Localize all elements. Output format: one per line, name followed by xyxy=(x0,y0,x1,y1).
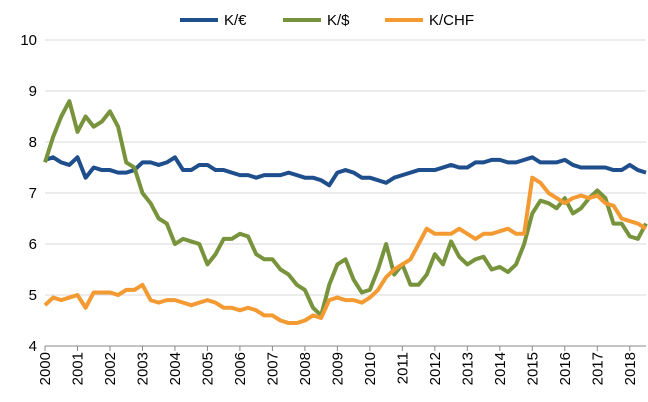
x-tick-label: 2011 xyxy=(394,352,411,384)
y-tick-label: 4 xyxy=(29,338,37,355)
y-tick-label: 6 xyxy=(29,236,37,253)
x-tick-label: 2002 xyxy=(102,352,119,385)
x-tick-label: 2001 xyxy=(69,352,86,385)
x-tick-label: 2016 xyxy=(557,352,574,385)
legend-label: K/$ xyxy=(327,12,350,29)
x-tick-label: 2006 xyxy=(232,352,249,385)
y-tick-label: 5 xyxy=(29,287,37,304)
x-tick-label: 2007 xyxy=(264,352,281,385)
x-tick-label: 2009 xyxy=(329,352,346,385)
series-line xyxy=(43,175,648,326)
x-tick-label: 2010 xyxy=(362,352,379,385)
x-tick-label: 2017 xyxy=(589,352,606,385)
x-tick-label: 2013 xyxy=(459,352,476,385)
y-tick-label: 8 xyxy=(29,134,37,151)
legend-label: K/€ xyxy=(224,12,247,29)
x-tick-label: 2000 xyxy=(37,352,54,385)
x-tick-label: 2018 xyxy=(622,352,639,385)
series-line xyxy=(43,99,648,318)
x-tick-label: 2003 xyxy=(134,352,151,385)
x-tick-label: 2004 xyxy=(167,352,184,385)
y-tick-label: 7 xyxy=(29,185,37,202)
legend-label: K/CHF xyxy=(429,12,474,29)
y-tick-label: 9 xyxy=(29,83,37,100)
y-tick-label: 10 xyxy=(20,32,37,49)
series-line xyxy=(44,155,647,188)
x-tick-label: 2008 xyxy=(297,352,314,385)
x-tick-label: 2012 xyxy=(427,352,444,385)
x-tick-label: 2005 xyxy=(199,352,216,385)
x-tick-label: 2014 xyxy=(492,352,509,385)
x-tick-label: 2015 xyxy=(524,352,541,385)
